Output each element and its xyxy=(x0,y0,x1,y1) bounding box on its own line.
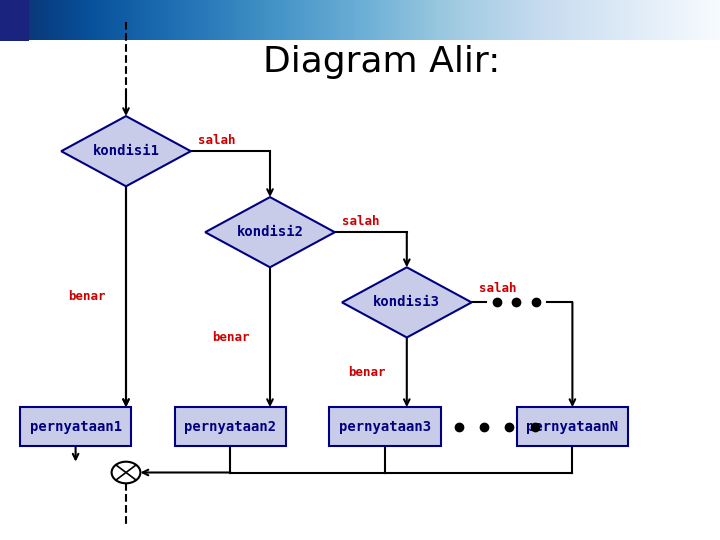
Bar xyxy=(19,407,131,446)
Text: kondisi3: kondisi3 xyxy=(373,295,441,309)
Polygon shape xyxy=(342,267,472,338)
Polygon shape xyxy=(205,197,335,267)
Text: kondisi2: kondisi2 xyxy=(236,225,304,239)
Text: salah: salah xyxy=(342,215,379,228)
Circle shape xyxy=(112,462,140,483)
Text: benar: benar xyxy=(348,366,386,379)
Bar xyxy=(174,407,287,446)
Text: Diagram Alir:: Diagram Alir: xyxy=(263,45,500,79)
Text: kondisi1: kondisi1 xyxy=(92,144,160,158)
Bar xyxy=(330,407,441,446)
Text: benar: benar xyxy=(68,290,105,303)
Text: pernyataan2: pernyataan2 xyxy=(184,420,276,434)
Bar xyxy=(0,0,29,40)
Polygon shape xyxy=(61,116,191,186)
Text: pernyataan3: pernyataan3 xyxy=(339,420,431,434)
Text: pernyataan1: pernyataan1 xyxy=(30,420,122,434)
Bar xyxy=(517,407,628,446)
Text: benar: benar xyxy=(212,330,249,344)
Text: salah: salah xyxy=(198,134,235,147)
Text: salah: salah xyxy=(479,282,516,295)
Text: pernyataanN: pernyataanN xyxy=(526,420,618,434)
